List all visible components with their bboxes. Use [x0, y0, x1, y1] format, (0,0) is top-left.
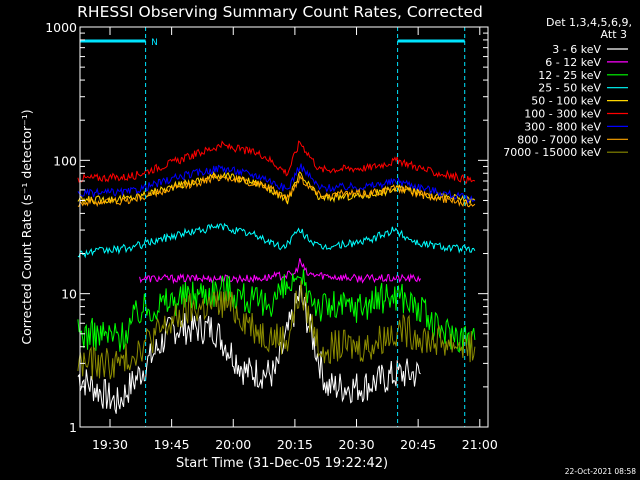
series-line [77, 269, 476, 354]
plot-frame [79, 26, 489, 428]
series-line [77, 285, 421, 414]
y-tick-label: 1000 [45, 20, 77, 35]
x-tick-label: 21:00 [462, 437, 498, 452]
x-axis-label: Start Time (31-Dec-05 19:22:42) [176, 456, 388, 471]
legend-entry-label: 3 - 6 keV [552, 43, 601, 56]
legend-entry-label: 7000 - 15000 keV [503, 146, 601, 159]
x-tick-label: 19:45 [154, 437, 190, 452]
attenuator-label: N [151, 38, 158, 48]
series-layer [77, 140, 476, 414]
series-line [77, 222, 476, 259]
series-line [77, 173, 476, 208]
attenuator-layer: N [80, 27, 466, 427]
x-tick-label: 20:15 [277, 437, 313, 452]
x-tick-label: 20:00 [215, 437, 251, 452]
chart-title: RHESSI Observing Summary Count Rates, Co… [77, 3, 483, 21]
x-tick-label: 19:30 [92, 437, 128, 452]
legend-entry-label: 100 - 300 keV [524, 108, 601, 121]
legend-entry-label: 300 - 800 keV [524, 120, 601, 133]
series-line [77, 280, 476, 380]
legend-entry-label: 6 - 12 keV [545, 56, 601, 69]
series-line [77, 163, 475, 204]
legend-header-line-2: Att 3 [601, 28, 627, 41]
legend-entry-label: 800 - 7000 keV [517, 133, 601, 146]
generated-timestamp: 22-Oct-2021 08:58 [565, 467, 636, 476]
y-tick-label: 100 [53, 153, 77, 168]
legend-entry-label: 25 - 50 keV [538, 82, 601, 95]
x-tick-label: 20:45 [400, 437, 436, 452]
y-axis-label: Corrected Count Rate (s⁻¹ detector⁻¹) [19, 109, 34, 344]
legend-header-line-1: Det 1,3,4,5,6,9, [546, 16, 632, 29]
x-tick-label: 20:30 [339, 437, 375, 452]
axis-layer: 19:30 19:45 20:00 20:15 20:30 20:45 21:00 1 10 10… [45, 20, 498, 452]
y-tick-label: 1 [69, 420, 77, 435]
series-line [77, 140, 476, 184]
series-line [139, 258, 422, 285]
legend-entry-label: 12 - 25 keV [538, 69, 601, 82]
legend-entry-label: 50 - 100 keV [531, 95, 601, 108]
y-tick-label: 10 [61, 287, 77, 302]
